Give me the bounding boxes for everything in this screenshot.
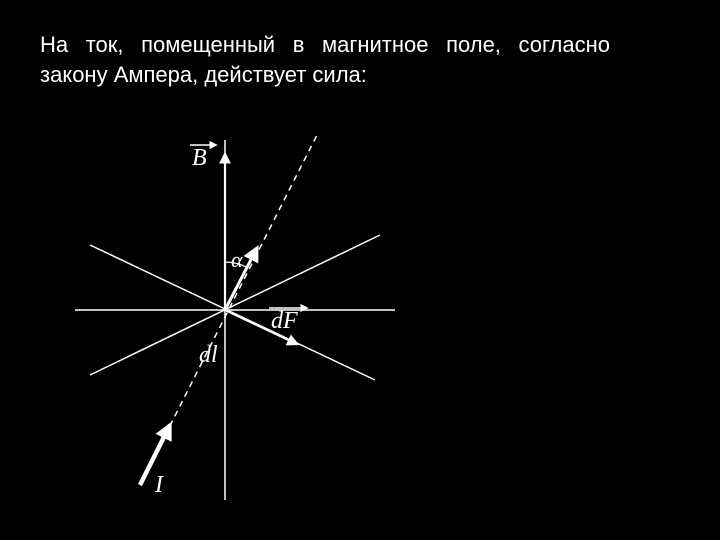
label-B: B bbox=[192, 145, 207, 171]
label-I: I bbox=[154, 472, 164, 498]
ampere-vector-diagram: Bα dF dl I bbox=[35, 110, 425, 510]
label-dF: dF bbox=[271, 308, 298, 334]
label-dl: dl bbox=[199, 342, 218, 368]
prose-text: На ток, помещенный в магнитное поле, сог… bbox=[40, 30, 610, 89]
label-alpha: α bbox=[231, 247, 243, 272]
